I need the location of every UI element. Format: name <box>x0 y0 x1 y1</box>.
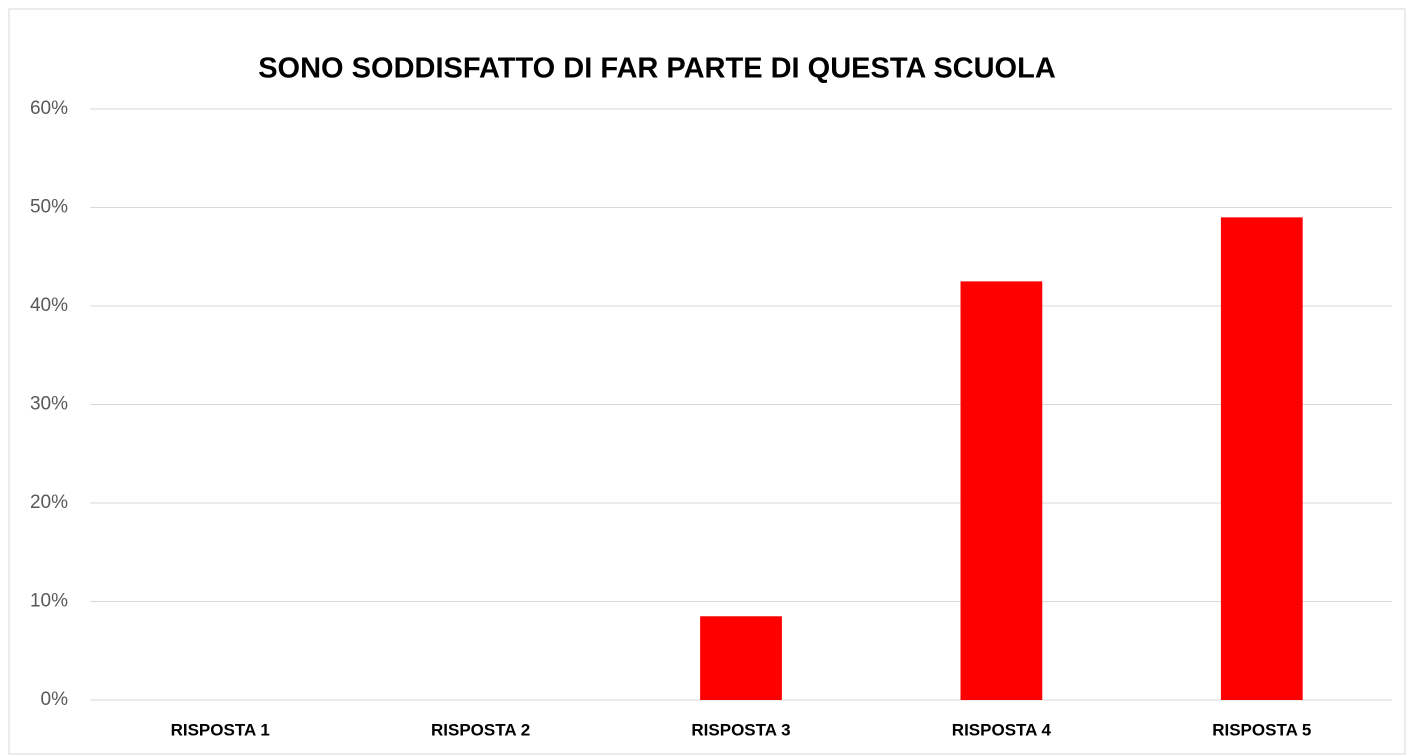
chart-title: SONO SODDISFATTO DI FAR PARTE DI QUESTA … <box>258 53 1056 85</box>
y-tick-label: 20% <box>30 492 68 513</box>
bar <box>700 616 782 700</box>
bar <box>960 281 1043 700</box>
y-tick-label: 10% <box>30 591 68 612</box>
y-tick-label: 30% <box>30 394 68 415</box>
y-tick-label: 60% <box>30 98 68 119</box>
x-tick-label: RISPOSTA 1 <box>171 720 270 739</box>
y-tick-label: 0% <box>41 689 69 710</box>
x-tick-label: RISPOSTA 2 <box>431 720 530 739</box>
y-tick-label: 50% <box>30 197 68 218</box>
x-tick-label: RISPOSTA 5 <box>1212 720 1311 739</box>
bar <box>1220 217 1303 700</box>
y-tick-label: 40% <box>30 295 68 316</box>
x-tick-label: RISPOSTA 4 <box>952 720 1052 739</box>
x-tick-label: RISPOSTA 3 <box>691 720 790 739</box>
